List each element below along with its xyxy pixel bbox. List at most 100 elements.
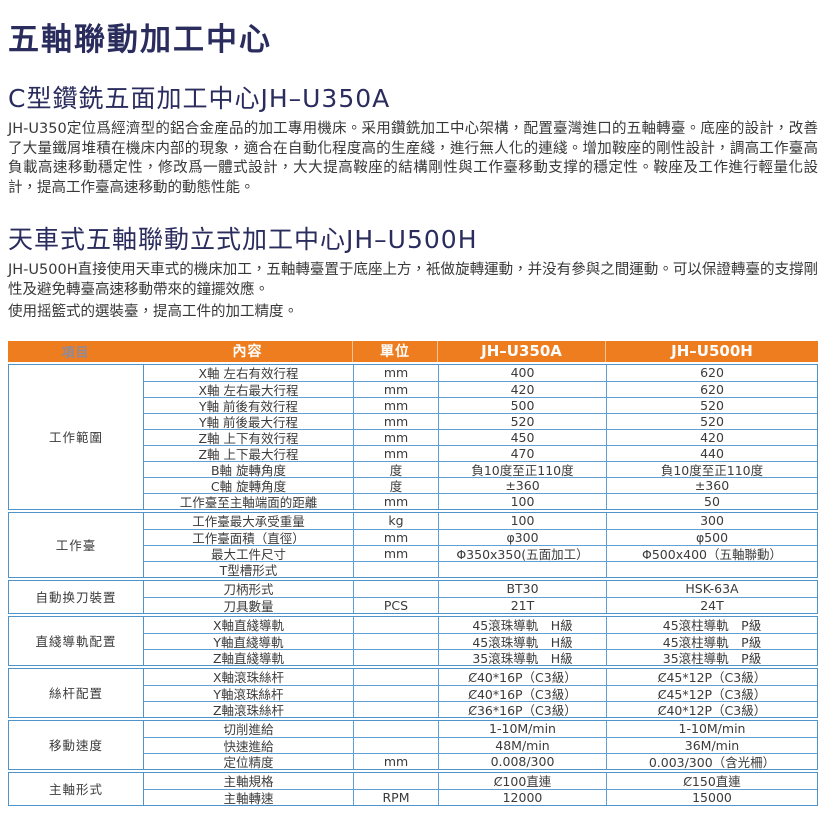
group-label: 絲杆配置	[9, 668, 144, 717]
group-label: 自動换刀裝置	[9, 580, 144, 613]
cell-unit	[353, 684, 438, 701]
cell-content: Z軸 上下最大行程	[144, 444, 353, 461]
cell-u500h: HSK-63A	[606, 580, 817, 597]
cell-u350a: 負10度至正110度	[438, 460, 606, 477]
cell-content: 定位精度	[144, 752, 353, 769]
group-label: 直綫導軌配置	[9, 616, 144, 665]
cell-content: Z軸直綫導軌	[144, 648, 353, 665]
cell-unit	[353, 772, 438, 789]
cell-u500h: 負10度至正110度	[606, 460, 817, 477]
cell-content: X軸 左右有效行程	[198, 366, 299, 381]
group-label: 工作臺	[9, 512, 144, 577]
table-group-2: 自動换刀裝置 刀柄形式 BT30 HSK-63A 刀具數量 PCS 21T 24T	[8, 579, 818, 614]
cell-u350a: Ȼ40*16P（C3級）	[438, 668, 606, 685]
cell-u350a: 45滾珠導軌 H級	[438, 616, 606, 633]
cell-unit	[353, 648, 438, 665]
cell-content: B軸 旋轉角度	[144, 460, 353, 477]
cell-u500h: Ȼ45*12P（C3級）	[606, 668, 817, 685]
cell-u500h: φ500	[606, 528, 817, 545]
cell-u500h: 620	[606, 364, 817, 381]
cell-u350a: 45滾珠導軌 H級	[438, 632, 606, 649]
cell-content: T型槽形式	[144, 560, 353, 577]
group-label: 主軸形式	[9, 772, 144, 805]
cell-content: Y軸直綫導軌	[144, 632, 353, 649]
cell-u500h: 35滾柱導軌 P級	[606, 648, 817, 665]
cell-u500h: 300	[606, 512, 817, 529]
table-group-4: 絲杆配置 X軸滾珠絲杆 Ȼ40*16P（C3級） Ȼ45*12P（C3級） Y軸滾珠絲杆…	[8, 667, 818, 718]
cell-u500h: 0.003/300（含光柵）	[606, 752, 817, 769]
table-group-3: 直綫導軌配置 X軸直綫導軌 45滾珠導軌 H級 45滾柱導軌 P級 Y軸直綫導軌 45滾珠…	[8, 615, 818, 666]
cell-u350a: Φ350x350(五面加工）	[438, 544, 606, 561]
cell-u350a: φ300	[438, 528, 606, 545]
cell-content: Y軸 前後最大行程	[144, 412, 353, 429]
cell-u350a: 12000	[438, 788, 606, 805]
section-heading-u500h: 天車式五軸聯動立式加工中心JH–U500H	[8, 225, 478, 254]
cell-unit: mm	[353, 752, 438, 769]
cell-u500h: 620	[606, 380, 817, 397]
cell-unit	[353, 736, 438, 753]
table-group-1: 工作臺 工作臺最大承受重量 kg 100 300 工作臺面積（直徑） mm φ300 φ500 最…	[8, 511, 818, 578]
cell-u500h: 45滾柱導軌 P級	[606, 616, 817, 633]
cell-u350a: 100	[438, 512, 606, 529]
page: 五軸聯動加工中心 C型鑽銑五面加工中心JH–U350A JH-U350定位爲經濟…	[0, 14, 826, 806]
section-paragraph-u500h-2: 使用摇籃式的選裝臺，提高工件的加工精度。	[8, 304, 298, 320]
table-group-5: 移動速度 切削進給 1-10M/min 1-10M/min 快速進給 48M/min 36M…	[8, 719, 818, 770]
cell-u350a: 35滾珠導軌 H級	[438, 648, 606, 665]
cell-u500h: Φ500x400（五軸聯動）	[606, 544, 817, 561]
cell-content: X軸 左右最大行程	[144, 380, 353, 397]
spec-table: 項目 內容 單位 JH–U350A JH–U500H 工作範圍 X軸 左右有效行程 mm 40…	[8, 340, 818, 806]
cell-unit: mm	[353, 364, 438, 381]
cell-unit	[353, 616, 438, 633]
cell-u500h: 24T	[606, 596, 817, 613]
cell-unit: mm	[353, 428, 438, 445]
table-header-item: 項目	[61, 345, 90, 361]
table-group-6: 主軸形式 主軸規格 Ȼ100直連 Ȼ150直連 主軸轉速 RPM 12000 15000	[8, 771, 818, 806]
cell-unit: mm	[353, 380, 438, 397]
cell-unit	[353, 668, 438, 685]
cell-u350a: 520	[438, 412, 606, 429]
cell-u500h: 1-10M/min	[606, 720, 817, 737]
cell-unit: mm	[353, 528, 438, 545]
cell-u350a: ±360	[438, 476, 606, 493]
cell-u350a: Ȼ100直連	[438, 772, 606, 789]
cell-content: 工作臺最大承受重量	[192, 514, 305, 529]
section-paragraph-u350a: JH-U350定位爲經濟型的鋁合金産品的加工專用機床。采用鑽銑加工中心架構，配置…	[8, 121, 818, 196]
cell-u350a: 100	[438, 492, 606, 509]
cell-unit	[353, 632, 438, 649]
table-header-content: 內容	[232, 344, 263, 360]
cell-u500h: Ȼ45*12P（C3級）	[606, 684, 817, 701]
table-header-u500h: JH–U500H	[605, 340, 818, 362]
cell-content: 主軸轉速	[144, 788, 353, 805]
cell-unit: mm	[353, 444, 438, 461]
cell-content: 快速進給	[144, 736, 353, 753]
cell-content: 主軸規格	[223, 774, 274, 789]
table-header-unit: 單位	[352, 340, 437, 362]
cell-content: Z軸滾珠絲杆	[144, 700, 353, 717]
cell-unit	[353, 700, 438, 717]
cell-u350a: 420	[438, 380, 606, 397]
section-heading-u350a: C型鑽銑五面加工中心JH–U350A	[8, 84, 391, 113]
cell-unit: 度	[353, 476, 438, 493]
cell-unit: mm	[353, 412, 438, 429]
cell-content: 刀柄形式	[223, 582, 274, 597]
cell-u350a: 400	[438, 364, 606, 381]
cell-u500h: 440	[606, 444, 817, 461]
cell-unit: mm	[353, 492, 438, 509]
cell-unit: RPM	[353, 788, 438, 805]
cell-u500h: 50	[606, 492, 817, 509]
cell-u350a: 48M/min	[438, 736, 606, 753]
cell-unit	[353, 580, 438, 597]
cell-unit: kg	[353, 512, 438, 529]
cell-content: 工作臺面積（直徑）	[144, 528, 353, 545]
cell-content: 工作臺至主軸端面的距離	[144, 492, 353, 509]
cell-u350a: Ȼ36*16P（C3級）	[438, 700, 606, 717]
cell-u350a	[438, 560, 606, 577]
cell-content: X軸直綫導軌	[212, 618, 285, 633]
cell-unit	[353, 720, 438, 737]
cell-content: Y軸滾珠絲杆	[144, 684, 353, 701]
cell-unit: mm	[353, 396, 438, 413]
cell-u350a: 500	[438, 396, 606, 413]
cell-unit	[353, 560, 438, 577]
cell-u500h: Ȼ150直連	[606, 772, 817, 789]
cell-u350a: 0.008/300	[438, 752, 606, 769]
